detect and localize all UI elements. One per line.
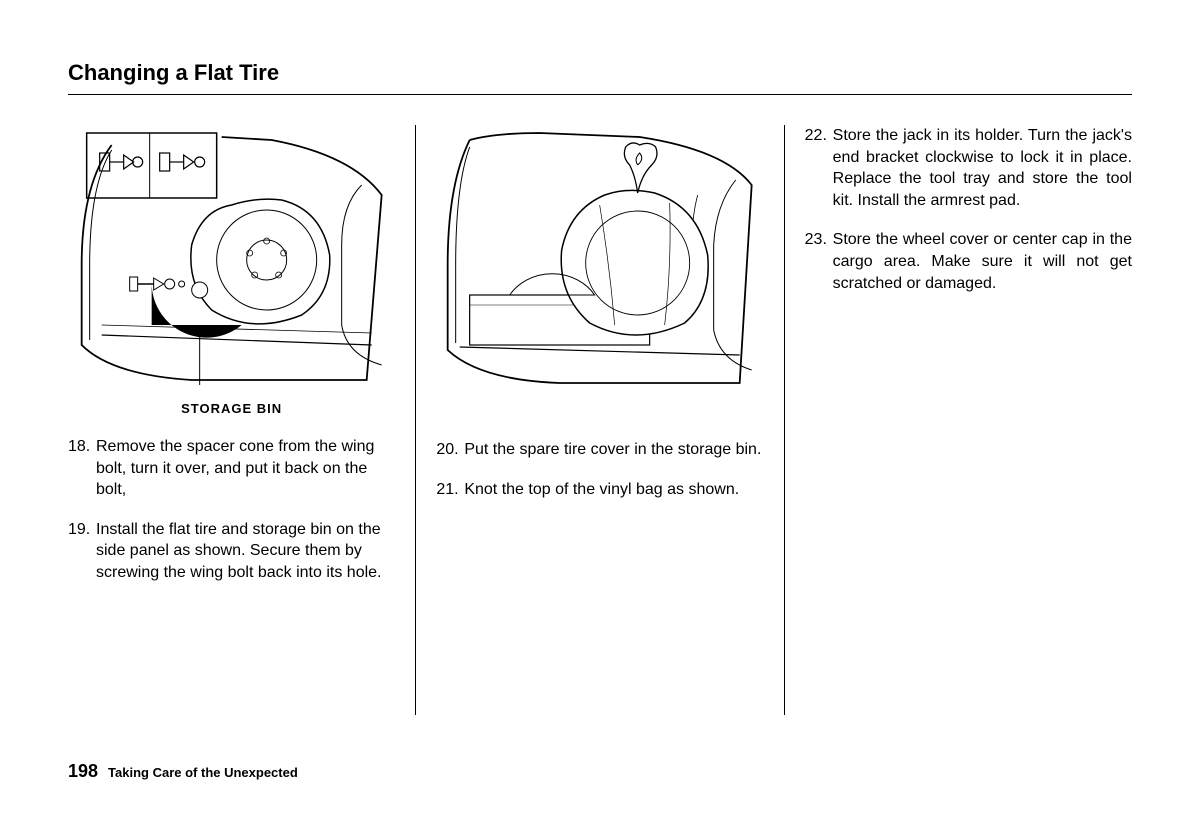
figure-caption: STORAGE BIN [68, 401, 395, 416]
column-3: 22. Store the jack in its holder. Turn t… [785, 125, 1132, 725]
section-name: Taking Care of the Unexpected [108, 765, 298, 780]
step-number: 20. [436, 439, 464, 461]
step-text: Store the jack in its holder. Turn the j… [833, 125, 1132, 211]
step-19: 19. Install the flat tire and storage bi… [68, 519, 395, 584]
step-18: 18. Remove the spacer cone from the wing… [68, 436, 395, 501]
figure-vinyl-bag [436, 125, 763, 395]
step-22: 22. Store the jack in its holder. Turn t… [805, 125, 1132, 211]
column-1: STORAGE BIN 18. Remove the spacer cone f… [68, 125, 415, 725]
step-21: 21. Knot the top of the vinyl bag as sho… [436, 479, 763, 501]
step-text: Remove the spacer cone from the wing bol… [96, 436, 395, 501]
page-footer: 198 Taking Care of the Unexpected [68, 761, 298, 782]
illustration-2 [436, 125, 763, 395]
step-text: Install the flat tire and storage bin on… [96, 519, 395, 584]
illustration-1 [68, 125, 395, 395]
step-text: Put the spare tire cover in the storage … [464, 439, 763, 461]
step-number: 21. [436, 479, 464, 501]
figure-storage-bin [68, 125, 395, 395]
step-text: Knot the top of the vinyl bag as shown. [464, 479, 763, 501]
step-20: 20. Put the spare tire cover in the stor… [436, 439, 763, 461]
step-number: 22. [805, 125, 833, 211]
page-header: Changing a Flat Tire [68, 60, 1132, 95]
step-number: 18. [68, 436, 96, 501]
spacer [436, 405, 763, 439]
step-text: Store the wheel cover or center cap in t… [833, 229, 1132, 294]
step-number: 23. [805, 229, 833, 294]
step-23: 23. Store the wheel cover or center cap … [805, 229, 1132, 294]
step-number: 19. [68, 519, 96, 584]
page-title: Changing a Flat Tire [68, 60, 1132, 86]
page-number: 198 [68, 761, 98, 782]
column-2: 20. Put the spare tire cover in the stor… [416, 125, 783, 725]
content-columns: STORAGE BIN 18. Remove the spacer cone f… [68, 125, 1132, 725]
